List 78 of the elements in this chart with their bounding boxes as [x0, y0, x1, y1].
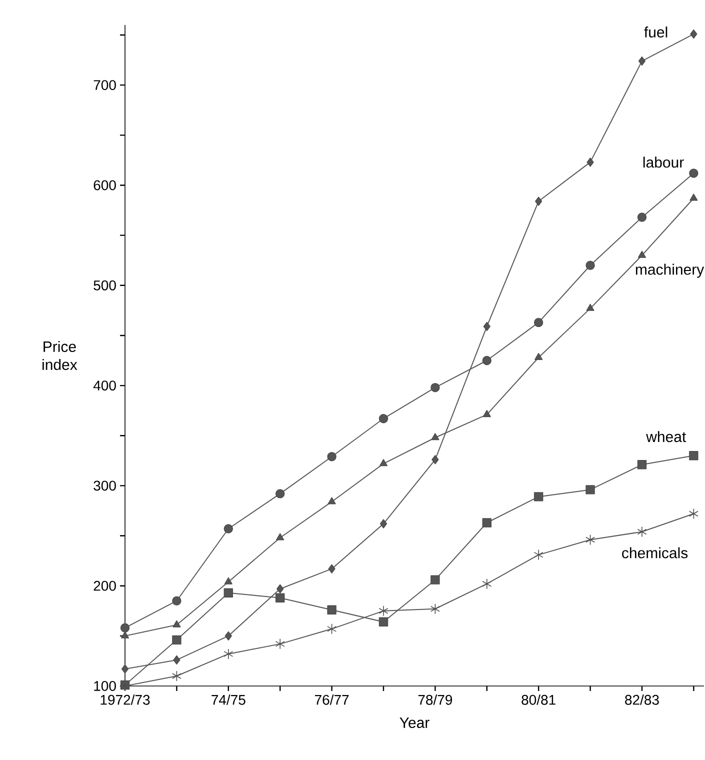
- series-label: machinery: [636, 264, 704, 278]
- point: [482, 410, 491, 418]
- point: [380, 519, 388, 528]
- y-tick-label: 100: [94, 681, 116, 691]
- point: [637, 212, 647, 222]
- point: [690, 194, 698, 201]
- point: [224, 631, 232, 641]
- y-axis-title: Price index: [42, 340, 78, 370]
- point: [638, 56, 646, 66]
- point: [276, 584, 284, 594]
- point: [482, 578, 492, 590]
- series-label: chemicals: [622, 547, 688, 558]
- point: [121, 664, 129, 674]
- point: [172, 670, 182, 682]
- point: [327, 452, 336, 462]
- point: [430, 382, 440, 392]
- point: [586, 534, 595, 546]
- point: [328, 497, 336, 504]
- point: [275, 638, 285, 650]
- point: [378, 605, 388, 616]
- x-tick-label: 80/81: [522, 694, 556, 705]
- point: [327, 624, 337, 634]
- point: [637, 526, 647, 538]
- point: [534, 549, 544, 560]
- point: [586, 158, 594, 167]
- y-tick-label: 200: [94, 580, 116, 591]
- point: [224, 648, 234, 660]
- x-tick-label: 82/83: [625, 694, 659, 705]
- point: [430, 575, 440, 584]
- point: [224, 588, 233, 598]
- y-tick-label: 600: [94, 180, 116, 190]
- point: [534, 492, 544, 502]
- y-tick-label: 500: [94, 280, 116, 290]
- point: [379, 459, 388, 466]
- point: [378, 414, 388, 424]
- point: [430, 603, 440, 614]
- x-tick-label: 1972/73: [100, 694, 150, 705]
- point: [689, 451, 698, 460]
- point: [586, 485, 595, 494]
- point: [224, 577, 232, 584]
- point: [483, 322, 490, 332]
- x-axis-title: Year: [400, 718, 430, 728]
- y-tick-label: 700: [94, 80, 116, 90]
- x-tick-label: 76/77: [314, 694, 349, 705]
- y-tick-label: 400: [93, 380, 116, 391]
- point: [275, 489, 285, 498]
- point: [328, 564, 336, 574]
- point: [172, 620, 181, 628]
- point: [172, 635, 182, 645]
- point: [327, 605, 336, 614]
- x-tick-label: 78/79: [418, 694, 452, 705]
- point: [586, 304, 594, 311]
- point: [482, 356, 492, 366]
- point: [534, 318, 544, 328]
- series-label: fuel: [644, 26, 668, 38]
- point: [432, 455, 439, 464]
- point: [689, 168, 698, 178]
- point: [431, 433, 440, 440]
- point: [120, 631, 130, 638]
- point: [638, 250, 646, 258]
- point: [173, 655, 180, 665]
- point: [586, 260, 595, 270]
- point: [690, 29, 698, 39]
- x-tick-label: 74/75: [212, 694, 246, 705]
- point: [482, 518, 492, 528]
- series-label: labour: [643, 156, 684, 168]
- point: [120, 623, 130, 633]
- point: [378, 617, 388, 626]
- series-label: wheat: [646, 431, 686, 442]
- point: [276, 533, 284, 540]
- y-tick-label: 300: [94, 480, 116, 491]
- point: [535, 196, 542, 206]
- point: [688, 508, 698, 520]
- point: [637, 460, 647, 470]
- point: [275, 593, 285, 602]
- point: [224, 524, 233, 534]
- point: [534, 352, 543, 360]
- point: [172, 596, 182, 606]
